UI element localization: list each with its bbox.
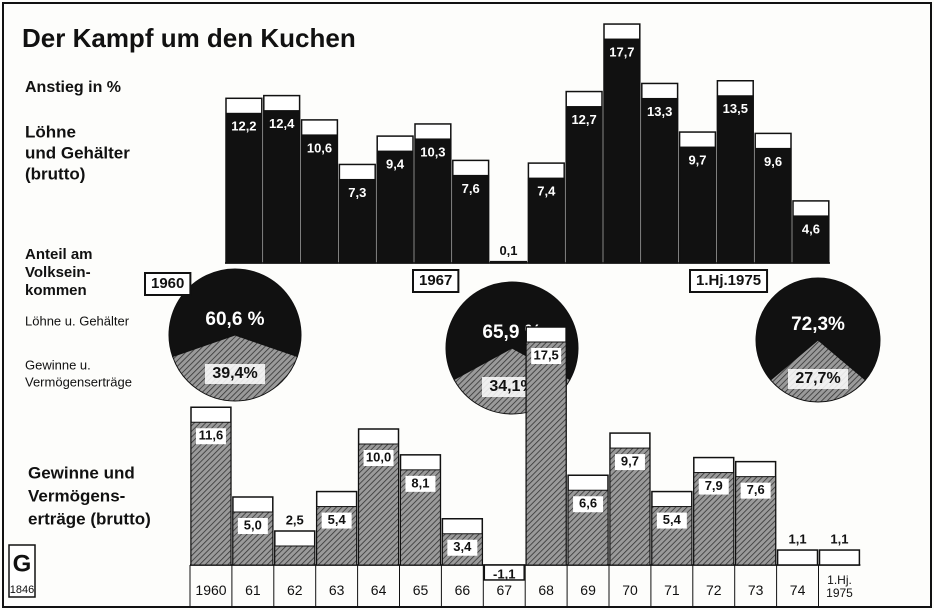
value-label: 7,9	[705, 478, 723, 493]
value-label: 5,0	[244, 517, 262, 532]
value-label: 2,5	[286, 512, 304, 527]
bar-shade	[717, 96, 753, 263]
x-tick-label: 62	[275, 584, 315, 597]
value-label: 13,5	[723, 101, 748, 116]
side-label: und Gehälter	[25, 143, 130, 162]
side-label: (brutto)	[25, 164, 85, 183]
x-tick-label: 74	[778, 584, 818, 597]
value-label: 5,4	[328, 512, 347, 527]
bar-shade	[566, 107, 602, 263]
logo-letter: G	[13, 550, 32, 577]
bar-shade	[642, 98, 678, 263]
value-label: 1,1	[830, 531, 848, 546]
value-label: 13,3	[647, 104, 672, 119]
value-label: 5,4	[663, 512, 682, 527]
pie-title: 1960	[151, 275, 184, 292]
x-tick-label: 65	[401, 584, 441, 597]
side-label: Löhne u. Gehälter	[25, 313, 130, 328]
bar	[491, 262, 527, 263]
side-label: kommen	[25, 282, 87, 299]
x-tick-label: 71	[652, 584, 692, 597]
value-label: 9,4	[386, 157, 405, 172]
side-label: Gewinne u.	[25, 357, 91, 372]
x-tick-label: 72	[694, 584, 734, 597]
bar-shade	[275, 546, 315, 565]
x-tick-label: 66	[442, 584, 482, 597]
value-label: 9,7	[688, 152, 706, 167]
value-label: 12,4	[269, 116, 295, 131]
value-label: 10,0	[366, 449, 391, 464]
x-tick-label: 70	[610, 584, 650, 597]
value-label: 12,7	[571, 112, 596, 127]
bar	[820, 550, 860, 565]
value-label: 17,5	[533, 347, 558, 362]
value-label: 10,6	[307, 140, 332, 155]
x-tick-label: 64	[359, 584, 399, 597]
side-label: Volksein-	[25, 264, 91, 281]
logo-number: 1846	[10, 584, 34, 596]
value-label: 8,1	[411, 475, 429, 490]
value-label: 1,1	[789, 531, 807, 546]
x-tick-label: 61	[233, 584, 273, 597]
side-label: Vermögens-	[28, 486, 125, 505]
pie-label: 60,6 %	[205, 309, 264, 330]
value-label: 9,6	[764, 154, 782, 169]
bar-shade	[226, 113, 262, 263]
value-label: 7,6	[747, 482, 765, 497]
pie-label: 72,3%	[791, 314, 845, 335]
side-label: Löhne	[25, 122, 76, 141]
bar-shade	[526, 342, 566, 565]
x-tick-label: 68	[526, 584, 566, 597]
pie-title: 1967	[419, 272, 452, 289]
value-label: 7,6	[462, 181, 480, 196]
value-label: 7,4	[537, 184, 556, 199]
value-label: 17,7	[609, 44, 634, 59]
x-tick-label: 67	[484, 584, 524, 597]
x-tick-label: 73	[736, 584, 776, 597]
x-tick-label: 1960	[191, 584, 231, 597]
value-label: 11,6	[199, 428, 224, 443]
pie-label: 27,7%	[795, 370, 840, 387]
value-label: -1,1	[493, 566, 515, 581]
side-label: Gewinne und	[28, 463, 135, 482]
side-label: Vermögenserträge	[25, 374, 132, 389]
title: Der Kampf um den Kuchen	[22, 23, 356, 53]
pie-title: 1.Hj.1975	[696, 272, 761, 289]
x-tick-label: 1.Hj. 1975	[820, 574, 860, 600]
bar	[778, 550, 818, 565]
bar-shade	[604, 39, 640, 263]
subtitle: Anstieg in %	[25, 79, 121, 96]
value-label: 9,7	[621, 454, 639, 469]
value-label: 12,2	[231, 119, 256, 134]
x-tick-label: 69	[568, 584, 608, 597]
value-label: 4,6	[802, 221, 820, 236]
value-label: 3,4	[453, 539, 472, 554]
value-label: 0,1	[499, 243, 517, 258]
chart: Der Kampf um den Kuchen Anstieg in % G 1…	[0, 0, 934, 610]
side-label: erträge (brutto)	[28, 509, 151, 528]
side-label: Anteil am	[25, 246, 93, 263]
value-label: 6,6	[579, 496, 597, 511]
bar-shade	[264, 111, 300, 263]
pie-label: 39,4%	[212, 365, 257, 382]
value-label: 10,3	[420, 144, 445, 159]
x-tick-label: 63	[317, 584, 357, 597]
value-label: 7,3	[348, 185, 366, 200]
infographic: Der Kampf um den Kuchen Anstieg in % G 1…	[0, 0, 934, 610]
